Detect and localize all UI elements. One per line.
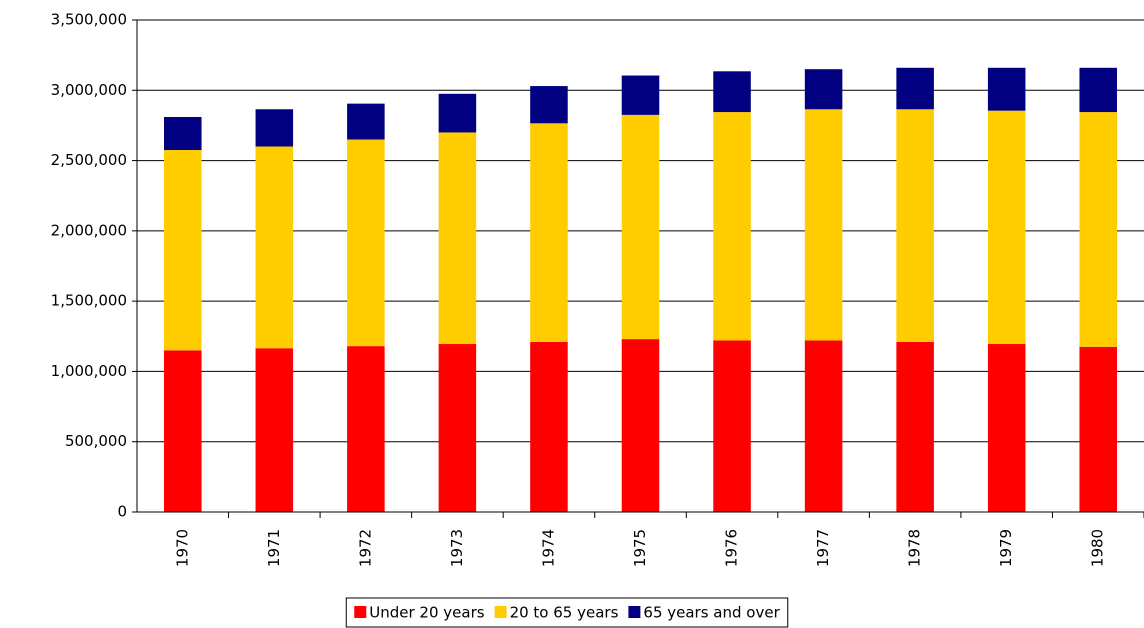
bar-segment [804, 340, 843, 512]
legend-label: Under 20 years [369, 604, 484, 622]
legend-swatch [494, 606, 507, 618]
x-tick-label: 1970 [173, 529, 191, 567]
y-tick-label: 0 [117, 503, 127, 521]
bar-segment [530, 341, 568, 512]
bar-segment [621, 114, 660, 340]
bar-segment [347, 103, 385, 140]
y-tick-label: 1,000,000 [51, 362, 127, 380]
y-tick-label: 1,500,000 [51, 292, 127, 310]
x-tick-label: 1980 [1089, 529, 1107, 567]
bar-segment [530, 86, 568, 124]
bar-segment [896, 341, 934, 512]
x-tick-label: 1975 [631, 529, 649, 567]
bar-segment [1079, 112, 1117, 347]
x-tick-label: 1976 [723, 529, 741, 567]
legend-label: 65 years and over [643, 604, 780, 622]
bar-segment [987, 67, 1026, 111]
y-tick-label: 500,000 [65, 432, 127, 450]
legend-swatch [354, 606, 367, 618]
x-tick-label: 1977 [814, 529, 832, 567]
bar-segment [255, 146, 294, 349]
x-tick-label: 1979 [997, 529, 1015, 567]
x-tick-label: 1972 [356, 529, 374, 567]
bar-segment [713, 112, 751, 341]
legend-swatch [628, 606, 641, 618]
bar-segment [804, 109, 843, 341]
legend-label: 20 to 65 years [510, 604, 619, 622]
y-tick-label: 3,500,000 [51, 11, 127, 29]
y-tick-label: 2,000,000 [51, 221, 127, 239]
bar-segment [1079, 67, 1117, 113]
bar-segment [713, 71, 751, 113]
bar-segment [713, 340, 751, 512]
x-tick-label: 1971 [265, 529, 283, 567]
x-tick-label: 1973 [448, 529, 466, 567]
bar-segment [347, 139, 385, 347]
legend-box [345, 597, 789, 628]
bar-segment [255, 348, 294, 512]
bar-segment [164, 116, 202, 151]
bar-segment [438, 93, 477, 133]
bar-segment [347, 346, 385, 512]
bar-segment [438, 132, 477, 345]
bar-segment [530, 123, 568, 342]
legend: Under 20 years 20 to 65 years 65 years and… [345, 597, 789, 628]
bar-segment [621, 339, 660, 512]
bar-segment [896, 67, 934, 110]
bar-segment [438, 344, 477, 512]
bar-segment [987, 110, 1026, 345]
y-tick-label: 3,000,000 [51, 81, 127, 99]
x-tick-label: 1974 [539, 529, 557, 567]
x-tick-label: 1978 [906, 529, 924, 567]
bar-segment [255, 109, 294, 147]
y-tick-label: 2,500,000 [51, 151, 127, 169]
bar-segment [987, 344, 1026, 512]
bar-segment [804, 69, 843, 110]
bar-segment [164, 350, 202, 512]
bar-segment [896, 109, 934, 342]
bar-segment [621, 75, 660, 115]
bar-segment [1079, 346, 1117, 512]
bar-segment [164, 150, 202, 351]
